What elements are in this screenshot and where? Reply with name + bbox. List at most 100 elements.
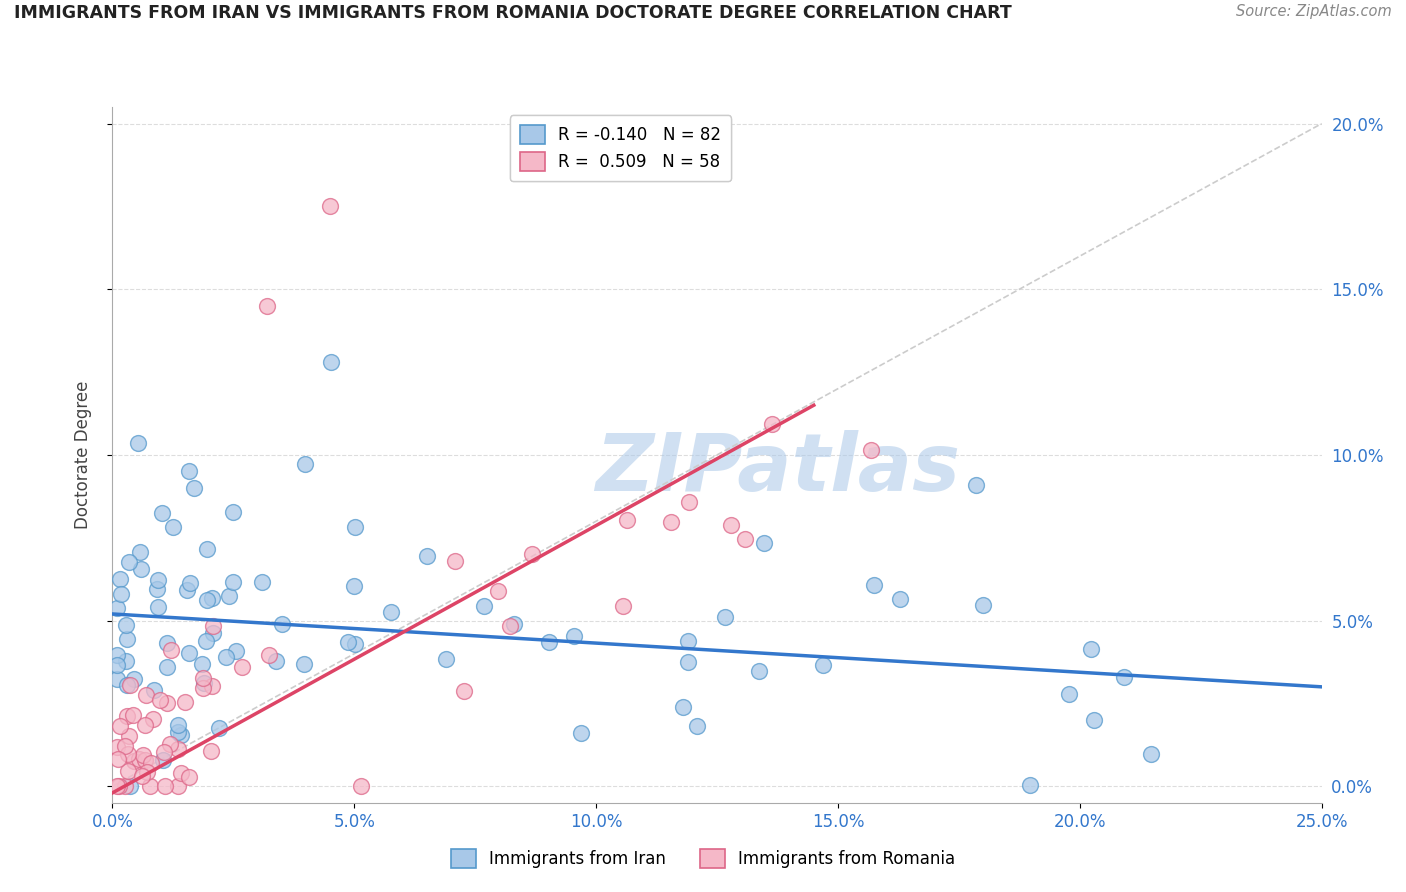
Point — [114, 739, 136, 754]
Point — [117, 764, 139, 778]
Point — [167, 779, 190, 793]
Point — [472, 599, 495, 614]
Point — [105, 648, 128, 663]
Point — [117, 709, 139, 723]
Point — [498, 619, 520, 633]
Point — [152, 753, 174, 767]
Text: IMMIGRANTS FROM IRAN VS IMMIGRANTS FROM ROMANIA DOCTORATE DEGREE CORRELATION CHA: IMMIGRANTS FROM IRAN VS IMMIGRANTS FROM … — [14, 4, 1012, 22]
Point — [197, 542, 219, 557]
Point — [672, 700, 695, 714]
Point — [105, 779, 128, 793]
Point — [170, 765, 193, 780]
Point — [131, 769, 153, 783]
Point — [1019, 778, 1042, 792]
Point — [748, 664, 770, 678]
Text: Source: ZipAtlas.com: Source: ZipAtlas.com — [1236, 4, 1392, 20]
Point — [319, 355, 342, 369]
Point — [155, 779, 177, 793]
Point — [676, 634, 699, 648]
Point — [612, 599, 634, 613]
Point — [444, 554, 467, 568]
Point — [1139, 747, 1161, 761]
Point — [350, 779, 373, 793]
Point — [343, 637, 366, 651]
Point — [177, 770, 200, 784]
Point — [319, 199, 342, 213]
Point — [135, 688, 157, 702]
Point — [616, 513, 638, 527]
Point — [889, 592, 911, 607]
Point — [105, 657, 128, 672]
Point — [110, 587, 132, 601]
Point — [231, 660, 253, 674]
Point — [122, 754, 145, 768]
Point — [1112, 670, 1135, 684]
Point — [271, 617, 294, 632]
Point — [1083, 713, 1105, 727]
Point — [208, 721, 231, 735]
Point — [150, 506, 173, 520]
Point — [167, 718, 190, 732]
Point — [201, 626, 224, 640]
Point — [179, 646, 201, 660]
Point — [143, 683, 166, 698]
Point — [860, 443, 883, 458]
Point — [225, 643, 247, 657]
Point — [108, 572, 131, 586]
Point — [179, 465, 201, 479]
Point — [105, 672, 128, 686]
Point — [215, 650, 238, 665]
Point — [138, 779, 160, 793]
Point — [200, 744, 222, 758]
Point — [863, 577, 886, 591]
Point — [972, 599, 994, 613]
Point — [129, 561, 152, 575]
Point — [337, 634, 360, 648]
Point — [416, 549, 439, 563]
Point — [105, 600, 128, 615]
Point — [129, 544, 152, 558]
Point — [148, 599, 170, 614]
Point — [201, 679, 224, 693]
Point — [173, 695, 195, 709]
Point — [167, 725, 190, 739]
Point — [752, 535, 775, 549]
Point — [118, 555, 141, 569]
Point — [734, 533, 756, 547]
Point — [222, 575, 245, 590]
Point — [191, 681, 214, 695]
Point — [167, 741, 190, 756]
Point — [257, 648, 280, 663]
Legend: Immigrants from Iran, Immigrants from Romania: Immigrants from Iran, Immigrants from Ro… — [444, 843, 962, 875]
Point — [117, 747, 139, 762]
Point — [250, 574, 273, 589]
Point — [127, 436, 149, 450]
Point — [107, 752, 129, 766]
Point — [183, 481, 205, 495]
Point — [202, 619, 225, 633]
Point — [128, 752, 150, 766]
Point — [343, 519, 366, 533]
Point — [292, 657, 315, 672]
Point — [107, 779, 129, 793]
Point — [520, 547, 543, 561]
Point — [118, 730, 141, 744]
Point — [486, 583, 509, 598]
Point — [264, 654, 287, 668]
Point — [714, 609, 737, 624]
Point — [176, 582, 198, 597]
Point — [193, 672, 215, 686]
Point — [159, 738, 181, 752]
Point — [256, 299, 278, 313]
Point — [201, 591, 224, 605]
Point — [659, 516, 682, 530]
Point — [155, 696, 177, 710]
Point — [294, 457, 316, 471]
Point — [170, 728, 193, 742]
Point — [380, 605, 402, 619]
Point — [149, 693, 172, 707]
Point — [453, 684, 475, 698]
Point — [122, 672, 145, 686]
Point — [193, 676, 215, 690]
Point — [965, 477, 987, 491]
